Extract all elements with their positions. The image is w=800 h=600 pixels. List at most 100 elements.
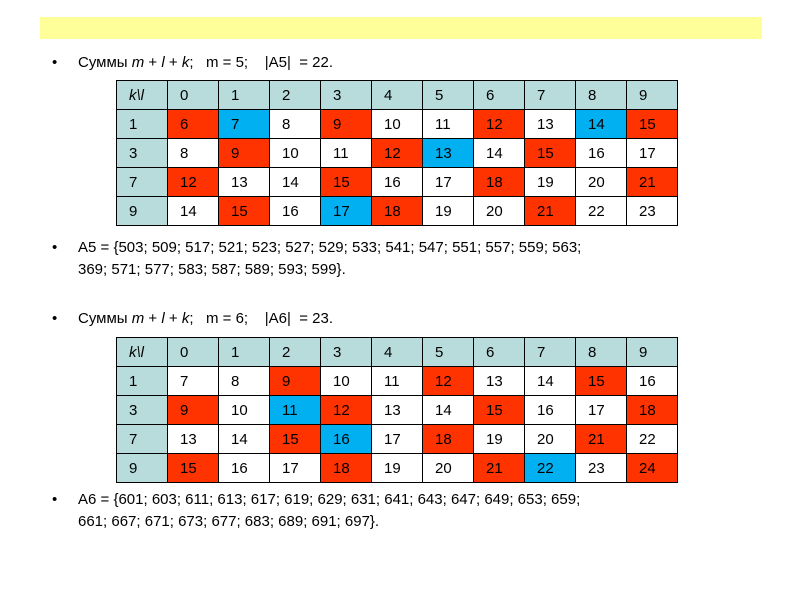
sums-label: Суммы <box>78 54 132 71</box>
sum-cell-red: 15 <box>626 109 678 139</box>
bullet-dot: • <box>52 310 58 327</box>
table-row: 9 14 15 16 17 18 19 20 21 22 23 <box>116 196 678 226</box>
sum-cell-red: 15 <box>269 424 321 454</box>
sum-cell: 17 <box>626 138 678 168</box>
sum-cell: 14 <box>269 167 321 197</box>
sum-cell-red: 24 <box>626 453 678 483</box>
sum-cell-red: 15 <box>575 366 627 396</box>
plus-sign: + <box>164 54 182 71</box>
l-header-cell: 0 <box>167 337 219 367</box>
sum-cell: 10 <box>269 138 321 168</box>
bullet-set-a6: • A6 = {601; 603; 611; 613; 617; 619; 62… <box>52 489 752 533</box>
sum-cell: 13 <box>524 109 576 139</box>
sum-cell: 14 <box>422 395 474 425</box>
corner-header-cell: k\l <box>116 80 168 110</box>
table-row: 3 9 10 11 12 13 14 15 16 17 18 <box>116 395 678 425</box>
sum-cell: 16 <box>269 196 321 226</box>
sum-cell: 13 <box>167 424 219 454</box>
l-header-cell: 2 <box>269 80 321 110</box>
l-header-cell: 8 <box>575 80 627 110</box>
sum-cell: 16 <box>218 453 270 483</box>
sum-cell: 19 <box>371 453 423 483</box>
l-header-cell: 3 <box>320 80 372 110</box>
sum-cell-red: 18 <box>626 395 678 425</box>
sum-cell: 7 <box>167 366 219 396</box>
var-k: k <box>181 54 190 71</box>
sum-cell: 8 <box>269 109 321 139</box>
sum-cell-blue: 22 <box>524 453 576 483</box>
plus-sign: + <box>164 310 182 327</box>
sum-cell-red: 9 <box>320 109 372 139</box>
sum-cell: 23 <box>626 196 678 226</box>
sums-params: ; m = 6; |A6| = 23. <box>189 310 334 327</box>
sum-cell: 22 <box>626 424 678 454</box>
sum-cell: 20 <box>575 167 627 197</box>
sum-cell-red: 12 <box>371 138 423 168</box>
sums-params: ; m = 5; |A5| = 22. <box>189 54 334 71</box>
sum-cell: 8 <box>218 366 270 396</box>
l-header-cell: 7 <box>524 337 576 367</box>
table-row: 7 13 14 15 16 17 18 19 20 21 22 <box>116 424 678 454</box>
sum-cell: 14 <box>218 424 270 454</box>
l-header-cell: 7 <box>524 80 576 110</box>
table-header-row: k\l 0 1 2 3 4 5 6 7 8 9 <box>116 80 678 110</box>
sum-cell-red: 15 <box>218 196 270 226</box>
sum-cell-red: 21 <box>524 196 576 226</box>
var-m: m <box>131 310 145 327</box>
sum-cell-red: 6 <box>167 109 219 139</box>
sum-cell-red: 12 <box>320 395 372 425</box>
l-header-cell: 1 <box>218 80 270 110</box>
l-header-cell: 6 <box>473 80 525 110</box>
sum-cell: 17 <box>269 453 321 483</box>
sum-cell-red: 21 <box>626 167 678 197</box>
sum-cell: 20 <box>524 424 576 454</box>
l-header-cell: 4 <box>371 80 423 110</box>
l-header-cell: 9 <box>626 337 678 367</box>
plus-sign: + <box>144 310 162 327</box>
table-row: 9 15 16 17 18 19 20 21 22 23 24 <box>116 453 678 483</box>
k-header-cell: 9 <box>116 196 168 226</box>
sum-cell: 23 <box>575 453 627 483</box>
sum-cell: 20 <box>473 196 525 226</box>
var-m: m <box>131 54 145 71</box>
sum-cell: 19 <box>524 167 576 197</box>
table-row: 1 7 8 9 10 11 12 13 14 15 16 <box>116 366 678 396</box>
sum-cell: 13 <box>218 167 270 197</box>
sum-cell: 19 <box>422 196 474 226</box>
sum-cell: 11 <box>320 138 372 168</box>
l-header-cell: 5 <box>422 80 474 110</box>
sum-cell-blue: 14 <box>575 109 627 139</box>
sum-cell-red: 21 <box>473 453 525 483</box>
l-header-cell: 4 <box>371 337 423 367</box>
l-header-cell: 8 <box>575 337 627 367</box>
sum-cell-red: 18 <box>473 167 525 197</box>
sum-cell: 16 <box>626 366 678 396</box>
sum-cell-blue: 11 <box>269 395 321 425</box>
var-k: k <box>181 310 190 327</box>
k-header-cell: 3 <box>116 138 168 168</box>
sum-cell-blue: 16 <box>320 424 372 454</box>
sum-cell: 11 <box>371 366 423 396</box>
sums-label: Суммы <box>78 310 132 327</box>
bullet-dot: • <box>52 491 58 508</box>
sum-cell-blue: 17 <box>320 196 372 226</box>
l-header-cell: 2 <box>269 337 321 367</box>
sum-cell-red: 15 <box>524 138 576 168</box>
sum-cell: 22 <box>575 196 627 226</box>
sum-cell: 16 <box>524 395 576 425</box>
bullet-set-a5: • A5 = {503; 509; 517; 521; 523; 527; 52… <box>52 237 752 281</box>
sum-cell: 13 <box>371 395 423 425</box>
l-header-cell: 9 <box>626 80 678 110</box>
k-header-cell: 9 <box>116 453 168 483</box>
sum-cell: 8 <box>167 138 219 168</box>
sum-cell-red: 15 <box>473 395 525 425</box>
set-a6-line1: A6 = {601; 603; 611; 613; 617; 619; 629;… <box>78 491 581 508</box>
sum-cell-red: 12 <box>167 167 219 197</box>
bullet-dot: • <box>52 239 58 256</box>
k-header-cell: 1 <box>116 109 168 139</box>
sums-table-m6: k\l 0 1 2 3 4 5 6 7 8 9 1 7 8 9 10 11 12 13 14 15 16 3 9 10 11 12 1… <box>116 337 678 483</box>
plus-sign: + <box>144 54 162 71</box>
sum-cell: 10 <box>320 366 372 396</box>
sum-cell: 20 <box>422 453 474 483</box>
sum-cell-red: 9 <box>218 138 270 168</box>
